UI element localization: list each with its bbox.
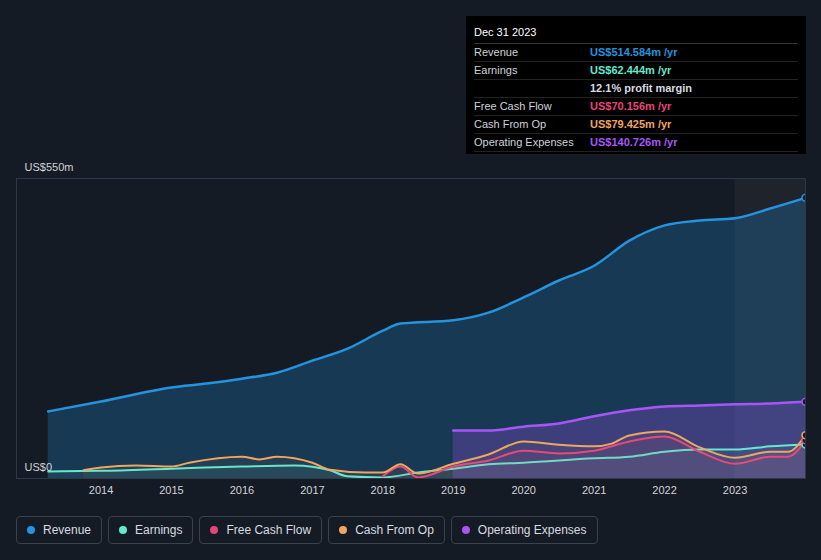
svg-text:2020: 2020 xyxy=(511,484,535,496)
svg-text:2015: 2015 xyxy=(159,484,183,496)
svg-text:US$0: US$0 xyxy=(25,461,53,473)
svg-text:2017: 2017 xyxy=(300,484,324,496)
html-text:12.1% profit margin: 12.1% profit margin xyxy=(590,82,693,94)
svg-text:2018: 2018 xyxy=(371,484,395,496)
html-text:Earnings: Earnings xyxy=(474,64,518,76)
svg-text:2016: 2016 xyxy=(230,484,254,496)
html-text:Free Cash Flow: Free Cash Flow xyxy=(226,523,312,537)
html-text:US$514.584m /yr: US$514.584m /yr xyxy=(590,46,678,58)
svg-text:2019: 2019 xyxy=(441,484,465,496)
svg-text:US$550m: US$550m xyxy=(25,161,74,173)
html-text:US$79.425m /yr: US$79.425m /yr xyxy=(590,118,672,130)
html-text:Revenue: Revenue xyxy=(474,46,518,58)
html-text:US$70.156m /yr: US$70.156m /yr xyxy=(590,100,672,112)
html-text:Operating Expenses: Operating Expenses xyxy=(474,136,574,148)
html-text:Earnings: Earnings xyxy=(135,523,183,537)
svg-text:2014: 2014 xyxy=(89,484,113,496)
html-text:Cash From Op: Cash From Op xyxy=(474,118,547,130)
svg-text:2021: 2021 xyxy=(582,484,606,496)
html-text:Operating Expenses: Operating Expenses xyxy=(477,523,587,537)
html-text:Revenue: Revenue xyxy=(43,523,91,537)
svg-text:2022: 2022 xyxy=(652,484,676,496)
html-text:Cash From Op: Cash From Op xyxy=(355,523,434,537)
html-text:US$62.444m /yr: US$62.444m /yr xyxy=(590,64,672,76)
html-text:Dec 31 2023: Dec 31 2023 xyxy=(474,26,537,38)
svg-text:2023: 2023 xyxy=(723,484,747,496)
html-text:Free Cash Flow: Free Cash Flow xyxy=(474,100,552,112)
html-text:US$140.726m /yr: US$140.726m /yr xyxy=(590,136,678,148)
